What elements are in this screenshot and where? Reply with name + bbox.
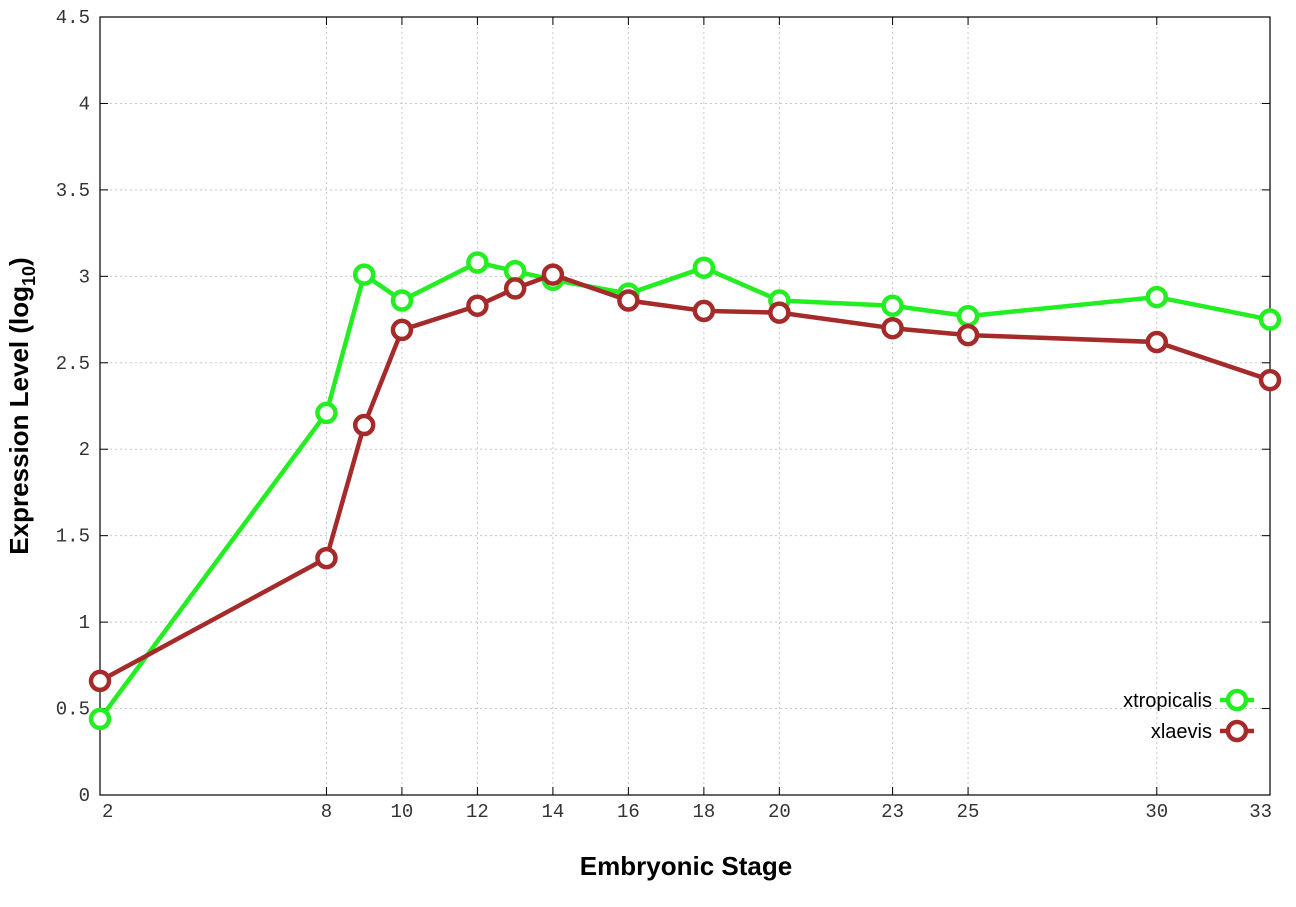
x-tick-label: 33 (1249, 801, 1272, 823)
grid-lines (100, 17, 1270, 795)
data-point-xlaevis (956, 323, 980, 347)
y-tick-label: 4 (79, 93, 90, 115)
data-point-xtropicalis (352, 263, 376, 286)
plot-frame (99, 16, 1271, 796)
y-tick-label: 3 (79, 266, 90, 288)
data-point-xlaevis (390, 318, 414, 342)
data-point-xlaevis (692, 299, 716, 323)
x-tick-label: 20 (768, 801, 791, 823)
y-tick-label: 0.5 (56, 699, 90, 721)
data-point-xtropicalis (692, 256, 716, 279)
y-tick-label: 1.5 (56, 526, 90, 548)
y-axis-title-end: ) (4, 257, 34, 266)
data-point-xlaevis (315, 546, 338, 570)
y-tick-label: 4.5 (56, 7, 90, 29)
series-line-xtropicalis (98, 260, 1271, 721)
legend: xtropicalis xlaevis (1123, 688, 1254, 743)
y-axis-title-subscript: 10 (19, 266, 39, 286)
legend-label: xlaevis (1151, 721, 1212, 743)
data-point-xtropicalis (315, 401, 338, 425)
x-tick-label: 8 (321, 801, 332, 823)
x-tick-label: 23 (881, 801, 904, 823)
data-point-xlaevis (1258, 368, 1282, 392)
axis-ticks: 0 0.5 1 1.5 2 2.5 3 3.5 4 4.5 2 8 10 12 14 16 18 20 23 25 30… (56, 7, 1272, 823)
legend-swatch-marker (1225, 719, 1249, 743)
data-point-xtropicalis (390, 289, 414, 312)
x-tick-label: 12 (466, 801, 489, 823)
y-tick-label: 2 (79, 439, 90, 461)
data-point-xlaevis (466, 294, 489, 317)
data-point-xtropicalis (466, 251, 489, 274)
data-point-xlaevis (88, 669, 112, 693)
data-point-xlaevis (617, 289, 640, 312)
legend-item-xtropicalis: xtropicalis (1123, 688, 1254, 712)
legend-label: xtropicalis (1123, 690, 1212, 712)
y-tick-label: 2.5 (56, 353, 90, 375)
x-tick-label: 25 (957, 801, 980, 823)
x-axis-title: Embryonic Stage (580, 851, 792, 881)
y-tick-label: 0 (79, 785, 90, 807)
legend-item-xlaevis: xlaevis (1151, 719, 1254, 743)
x-tick-label: 2 (102, 801, 113, 823)
y-axis-title-main: Expression Level (log (4, 286, 34, 555)
x-tick-label: 10 (391, 801, 414, 823)
data-point-xlaevis (768, 301, 791, 324)
series-xlaevis (88, 263, 1282, 693)
x-tick-label: 30 (1145, 801, 1168, 823)
x-tick-label: 16 (617, 801, 640, 823)
series-line-xlaevis (98, 272, 1271, 683)
data-point-xlaevis (881, 316, 904, 340)
legend-swatch-marker (1225, 688, 1249, 712)
data-series (88, 251, 1282, 731)
data-point-xlaevis (541, 263, 565, 286)
data-point-xlaevis (503, 277, 527, 300)
series-xtropicalis (88, 251, 1282, 731)
data-point-xlaevis (352, 413, 376, 437)
y-tick-label: 1 (79, 612, 90, 634)
x-tick-label: 14 (541, 801, 564, 823)
data-point-xtropicalis (881, 294, 904, 317)
y-axis-title: Expression Level (log10) (4, 257, 39, 554)
x-tick-label: 18 (692, 801, 715, 823)
data-point-xtropicalis (1258, 308, 1282, 331)
data-point-xtropicalis (88, 707, 112, 731)
data-point-xlaevis (1145, 330, 1169, 354)
data-point-xtropicalis (956, 304, 980, 328)
data-point-xtropicalis (1145, 285, 1169, 309)
y-tick-label: 3.5 (56, 180, 90, 202)
